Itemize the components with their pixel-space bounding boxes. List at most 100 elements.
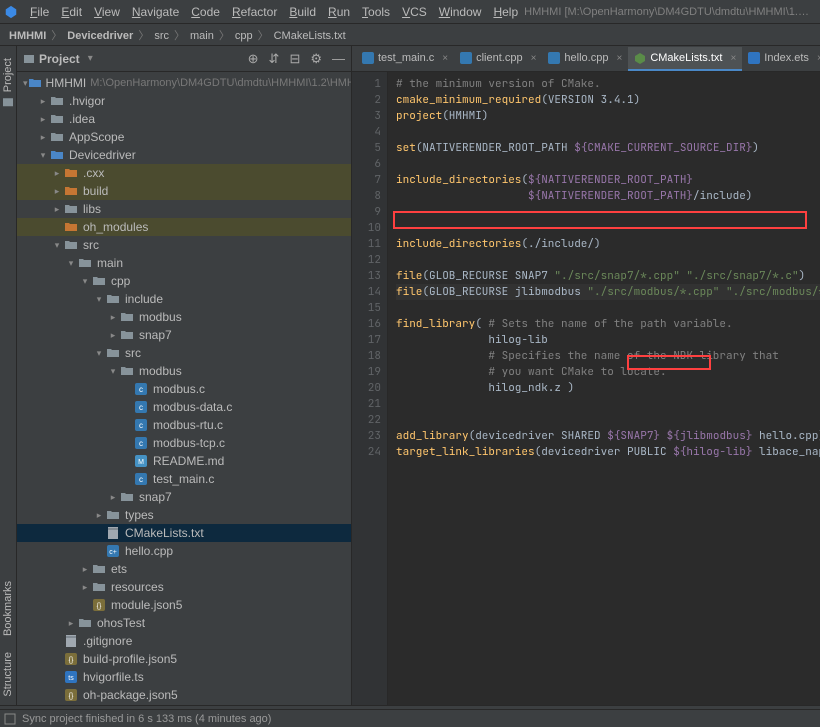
tree-arrow[interactable]: ▸ — [93, 510, 105, 521]
tree-node[interactable]: CMakeLists.txt — [17, 524, 351, 542]
tree-node[interactable]: ▸libs — [17, 200, 351, 218]
tree-node[interactable]: ▸AppScope — [17, 128, 351, 146]
tree-node[interactable]: cmodbus.c — [17, 380, 351, 398]
settings-icon[interactable]: ⚙ — [310, 51, 322, 67]
tree-arrow[interactable]: ▾ — [65, 258, 77, 269]
tree-node[interactable]: .gitignore — [17, 632, 351, 650]
menu-view[interactable]: View — [88, 5, 126, 19]
svg-text:c: c — [139, 403, 143, 412]
tree-arrow[interactable]: ▸ — [37, 114, 49, 125]
tree-node[interactable]: MREADME.md — [17, 704, 351, 705]
project-title: Project — [39, 52, 80, 66]
code-editor[interactable]: # the minimum version of CMake.cmake_min… — [388, 72, 820, 705]
tree-node[interactable]: ▸.hvigor — [17, 92, 351, 110]
tree-arrow[interactable]: ▸ — [79, 564, 91, 575]
tree-node[interactable]: ▾ src — [17, 344, 351, 362]
editor-tab[interactable]: Index.ets× — [742, 47, 820, 71]
tree-node[interactable]: ▾include — [17, 290, 351, 308]
project-tree[interactable]: ▾HMHMIM:\OpenHarmony\DM4GDTU\dmdtu\HMHMI… — [17, 72, 351, 705]
tree-node[interactable]: ▸types — [17, 506, 351, 524]
tree-arrow[interactable]: ▸ — [107, 492, 119, 503]
tree-node[interactable]: ▸snap7 — [17, 488, 351, 506]
tree-node[interactable]: tshvigorfile.ts — [17, 668, 351, 686]
menu-edit[interactable]: Edit — [55, 5, 88, 19]
tree-node[interactable]: ▸ohosTest — [17, 614, 351, 632]
tree-label: src — [125, 346, 141, 360]
tree-arrow[interactable]: ▸ — [107, 330, 119, 341]
tree-node[interactable]: c+hello.cpp — [17, 542, 351, 560]
close-icon[interactable]: × — [730, 53, 736, 64]
tree-node[interactable]: {}build-profile.json5 — [17, 650, 351, 668]
close-icon[interactable]: × — [531, 53, 537, 64]
tree-node[interactable]: cmodbus-data.c — [17, 398, 351, 416]
menu-run[interactable]: Run — [322, 5, 356, 19]
expand-all-icon[interactable]: ⇵ — [269, 51, 280, 67]
tree-node[interactable]: ▸snap7 — [17, 326, 351, 344]
tree-node[interactable]: cmodbus-rtu.c — [17, 416, 351, 434]
select-opened-file-icon[interactable]: ⊕ — [248, 51, 259, 67]
menu-navigate[interactable]: Navigate — [126, 5, 185, 19]
tab-project[interactable]: Project — [0, 50, 16, 116]
tab-bookmarks[interactable]: Bookmarks — [0, 573, 16, 644]
tree-node[interactable]: ▾Devicedriver — [17, 146, 351, 164]
editor-tab[interactable]: hello.cpp × — [542, 47, 628, 71]
tree-arrow[interactable]: ▾ — [37, 150, 49, 161]
editor-tab[interactable]: client.cpp× — [454, 47, 542, 71]
tree-arrow[interactable]: ▾ — [93, 348, 105, 359]
tree-arrow[interactable]: ▾ — [93, 294, 105, 305]
tree-node[interactable]: ▾src — [17, 236, 351, 254]
tree-node[interactable]: cmodbus-tcp.c — [17, 434, 351, 452]
menu-code[interactable]: Code — [185, 5, 226, 19]
tree-node[interactable]: MREADME.md — [17, 452, 351, 470]
breadcrumb-part[interactable]: CMakeLists.txt — [271, 30, 349, 42]
breadcrumb-part[interactable]: HMHMI — [6, 30, 49, 42]
svg-text:c: c — [139, 421, 143, 430]
tree-node[interactable]: ▸.idea — [17, 110, 351, 128]
tree-arrow[interactable]: ▸ — [51, 186, 63, 197]
tree-arrow[interactable]: ▾ — [79, 276, 91, 287]
editor-tab[interactable]: test_main.c× — [356, 47, 454, 71]
menu-vcs[interactable]: VCS — [396, 5, 433, 19]
menu-help[interactable]: Help — [487, 5, 524, 19]
tree-node[interactable]: ▸build — [17, 182, 351, 200]
tree-node[interactable]: ▾cpp — [17, 272, 351, 290]
close-icon[interactable]: × — [442, 53, 448, 64]
tree-node[interactable]: ▸ets — [17, 560, 351, 578]
tree-node[interactable]: {}oh-package.json5 — [17, 686, 351, 704]
tree-arrow[interactable]: ▸ — [65, 618, 77, 629]
tree-arrow[interactable]: ▸ — [107, 312, 119, 323]
tree-arrow[interactable]: ▸ — [37, 132, 49, 143]
tab-label: hello.cpp — [564, 52, 608, 64]
tree-arrow[interactable]: ▸ — [51, 168, 63, 179]
editor-tab[interactable]: CMakeLists.txt× — [628, 47, 742, 71]
tree-arrow[interactable]: ▾ — [51, 240, 63, 251]
tree-arrow[interactable]: ▾ — [107, 366, 119, 377]
collapse-all-icon[interactable]: ⊟ — [289, 51, 300, 67]
tab-structure[interactable]: Structure — [0, 644, 16, 705]
hide-icon[interactable]: — — [332, 51, 345, 67]
tree-node[interactable]: ▾main — [17, 254, 351, 272]
breadcrumb-part[interactable]: src — [151, 30, 172, 42]
svg-text:c: c — [139, 439, 143, 448]
tree-node[interactable]: {}module.json5 — [17, 596, 351, 614]
chevron-down-icon[interactable]: ▾ — [88, 53, 93, 64]
menu-window[interactable]: Window — [433, 5, 488, 19]
breadcrumb-part[interactable]: cpp — [232, 30, 256, 42]
tree-node[interactable]: ▸resources — [17, 578, 351, 596]
menu-build[interactable]: Build — [283, 5, 322, 19]
tree-arrow[interactable]: ▸ — [51, 204, 63, 215]
tree-node[interactable]: ▾HMHMIM:\OpenHarmony\DM4GDTU\dmdtu\HMHMI… — [17, 74, 351, 92]
tree-arrow[interactable]: ▸ — [79, 582, 91, 593]
menu-tools[interactable]: Tools — [356, 5, 396, 19]
menu-refactor[interactable]: Refactor — [226, 5, 283, 19]
tree-node[interactable]: oh_modules — [17, 218, 351, 236]
breadcrumb-part[interactable]: main — [187, 30, 217, 42]
tree-node[interactable]: ▾modbus — [17, 362, 351, 380]
tree-node[interactable]: ▸modbus — [17, 308, 351, 326]
breadcrumb-part[interactable]: Devicedriver — [64, 30, 136, 42]
tree-arrow[interactable]: ▸ — [37, 96, 49, 107]
menu-file[interactable]: File — [24, 5, 55, 19]
tree-node[interactable]: ctest_main.c — [17, 470, 351, 488]
tree-node[interactable]: ▸.cxx — [17, 164, 351, 182]
close-icon[interactable]: × — [616, 53, 622, 64]
